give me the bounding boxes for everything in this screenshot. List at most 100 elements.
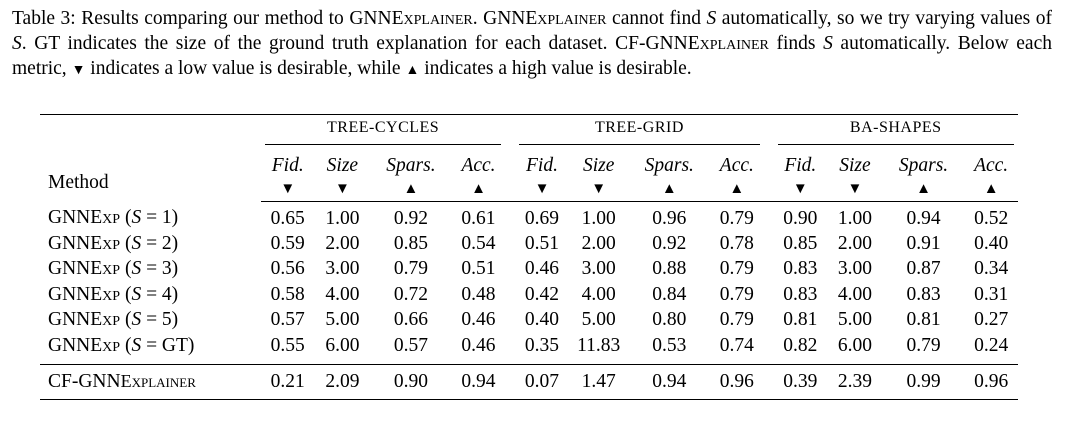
value-cell: 5.00 <box>325 309 360 331</box>
up-triangle-icon: ▲ <box>710 177 764 202</box>
value-cell: 2.00 <box>325 233 360 255</box>
value-cell: 1.00 <box>325 207 360 229</box>
metric-header: Fid. <box>526 155 558 176</box>
metric-header-row: Method Fid. Size Spars. Acc. Fid. Size S… <box>40 149 1018 193</box>
down-triangle-icon: ▼ <box>568 177 629 202</box>
value-cell: 0.85 <box>393 233 428 255</box>
table-caption: Table 3: Results comparing our method to… <box>12 8 1052 79</box>
value-cell: 0.54 <box>461 233 496 255</box>
value-cell: 0.51 <box>524 233 560 255</box>
value-cell: 0.35 <box>524 334 560 356</box>
value-cell: 0.40 <box>524 309 560 331</box>
metric-header: Size <box>582 155 615 176</box>
value-cell: 11.83 <box>577 334 621 356</box>
value-cell: 0.94 <box>906 207 941 229</box>
value-cell: 1.47 <box>568 364 629 401</box>
value-cell: 0.79 <box>393 258 428 280</box>
value-cell: 0.90 <box>783 207 818 229</box>
method-cell: GNNExp (S = GT) <box>48 334 195 356</box>
method-cell: GNNExp (S = 2) <box>48 233 179 255</box>
value-cell: 0.79 <box>719 207 754 229</box>
value-cell: 0.59 <box>270 233 305 255</box>
method-header: Method <box>48 171 109 193</box>
value-cell: 0.39 <box>773 364 828 401</box>
up-triangle-icon: ▲ <box>882 177 965 202</box>
value-cell: 4.00 <box>581 283 616 305</box>
value-cell: 0.96 <box>964 364 1018 401</box>
down-triangle-icon: ▼ <box>314 177 371 202</box>
value-cell: 2.00 <box>837 233 873 255</box>
value-cell: 0.57 <box>270 309 305 331</box>
value-cell: 0.58 <box>270 283 305 305</box>
value-cell: 0.94 <box>628 364 710 401</box>
table-row: GNNExp (S = 2) 0.59 2.00 0.85 0.54 0.51 2.00 0.… <box>40 231 1018 256</box>
metric-header: Fid. <box>271 155 304 176</box>
value-cell: 0.79 <box>719 309 754 331</box>
value-cell: 0.85 <box>783 233 818 255</box>
value-cell: 0.69 <box>524 207 560 229</box>
value-cell: 1.00 <box>837 207 873 229</box>
value-cell: 0.07 <box>515 364 569 401</box>
value-cell: 0.66 <box>393 309 428 331</box>
value-cell: 3.00 <box>581 258 616 280</box>
value-cell: 0.79 <box>719 258 754 280</box>
value-cell: 3.00 <box>837 258 873 280</box>
value-cell: 0.78 <box>719 233 754 255</box>
method-cell: CF-GNNExplainer <box>40 364 261 401</box>
value-cell: 0.53 <box>652 334 687 356</box>
value-cell: 0.42 <box>524 283 560 305</box>
value-cell: 0.94 <box>451 364 506 401</box>
value-cell: 1.00 <box>581 207 616 229</box>
group-header-row: TREE-CYCLES TREE-GRID BA-SHAPES <box>40 114 1018 149</box>
value-cell: 0.72 <box>393 283 428 305</box>
method-cell: GNNExp (S = 1) <box>48 207 179 229</box>
value-cell: 0.40 <box>974 233 1009 255</box>
value-cell: 6.00 <box>837 334 873 356</box>
table-row: GNNExp (S = 4) 0.58 4.00 0.72 0.48 0.42 4.00 0.… <box>40 282 1018 307</box>
metric-header: Acc. <box>974 155 1009 176</box>
value-cell: 0.96 <box>710 364 764 401</box>
value-cell: 0.56 <box>270 258 305 280</box>
table-row: GNNExp (S = 1) 0.65 1.00 0.92 0.61 0.69 1.00 0.… <box>40 202 1018 232</box>
table-row: GNNExp (S = 3) 0.56 3.00 0.79 0.51 0.46 3.00 0.… <box>40 257 1018 282</box>
value-cell: 5.00 <box>581 309 616 331</box>
table-row: GNNExp (S = GT) 0.55 6.00 0.57 0.46 0.35 11.83… <box>40 333 1018 365</box>
down-triangle-icon: ▼ <box>515 177 569 202</box>
metric-header: Size <box>326 155 359 176</box>
method-cell: GNNExp (S = 5) <box>48 309 179 331</box>
method-cell: GNNExp (S = 4) <box>48 283 179 305</box>
table-row-ours: CF-GNNExplainer 0.21 2.09 0.90 0.94 0.07 1.47 0… <box>40 364 1018 401</box>
value-cell: 0.57 <box>393 334 428 356</box>
value-cell: 0.21 <box>260 364 315 401</box>
value-cell: 0.24 <box>974 334 1009 356</box>
value-cell: 0.55 <box>270 334 305 356</box>
value-cell: 4.00 <box>837 283 873 305</box>
value-cell: 0.65 <box>270 207 305 229</box>
value-cell: 5.00 <box>837 309 873 331</box>
up-triangle-icon: ▲ <box>405 63 420 78</box>
value-cell: 6.00 <box>325 334 360 356</box>
metric-header: Acc. <box>719 155 754 176</box>
metric-header: Acc. <box>461 155 496 176</box>
value-cell: 0.96 <box>652 207 687 229</box>
value-cell: 2.39 <box>827 364 883 401</box>
value-cell: 0.31 <box>974 283 1009 305</box>
metric-header: Spars. <box>386 155 436 176</box>
value-cell: 0.81 <box>783 309 818 331</box>
value-cell: 0.34 <box>974 258 1009 280</box>
value-cell: 0.61 <box>461 207 496 229</box>
value-cell: 0.88 <box>652 258 687 280</box>
down-triangle-icon: ▼ <box>827 177 883 202</box>
metric-header: Spars. <box>898 155 949 176</box>
results-table: TREE-CYCLES TREE-GRID BA-SHAPES Method F… <box>40 114 1018 401</box>
value-cell: 0.52 <box>974 207 1009 229</box>
value-cell: 0.92 <box>393 207 428 229</box>
down-triangle-icon: ▼ <box>260 177 315 202</box>
group-header: BA-SHAPES <box>777 119 1014 145</box>
value-cell: 0.51 <box>461 258 496 280</box>
value-cell: 2.09 <box>314 364 371 401</box>
value-cell: 0.92 <box>652 233 687 255</box>
value-cell: 0.46 <box>461 309 496 331</box>
up-triangle-icon: ▲ <box>370 177 452 202</box>
down-triangle-icon: ▼ <box>71 63 86 78</box>
